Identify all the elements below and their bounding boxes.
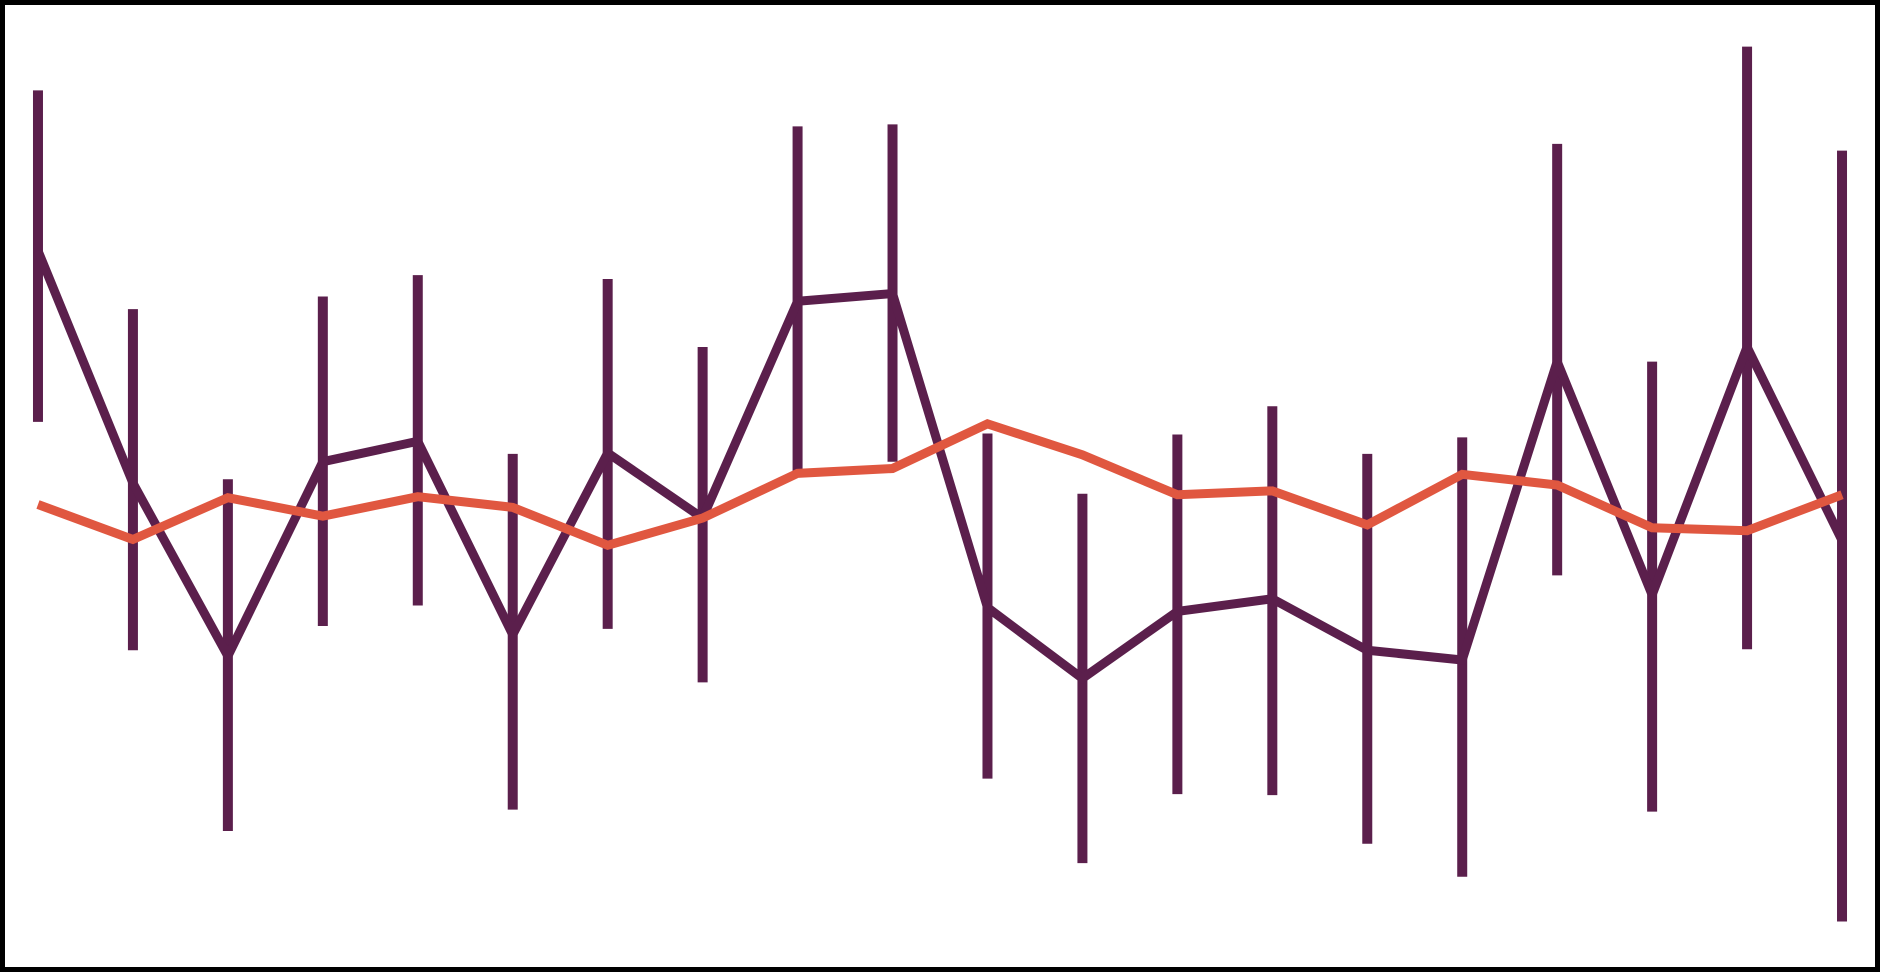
series-line-1 (33, 249, 1847, 685)
series-lines (33, 249, 1847, 685)
series-line-2 (36, 418, 1844, 551)
